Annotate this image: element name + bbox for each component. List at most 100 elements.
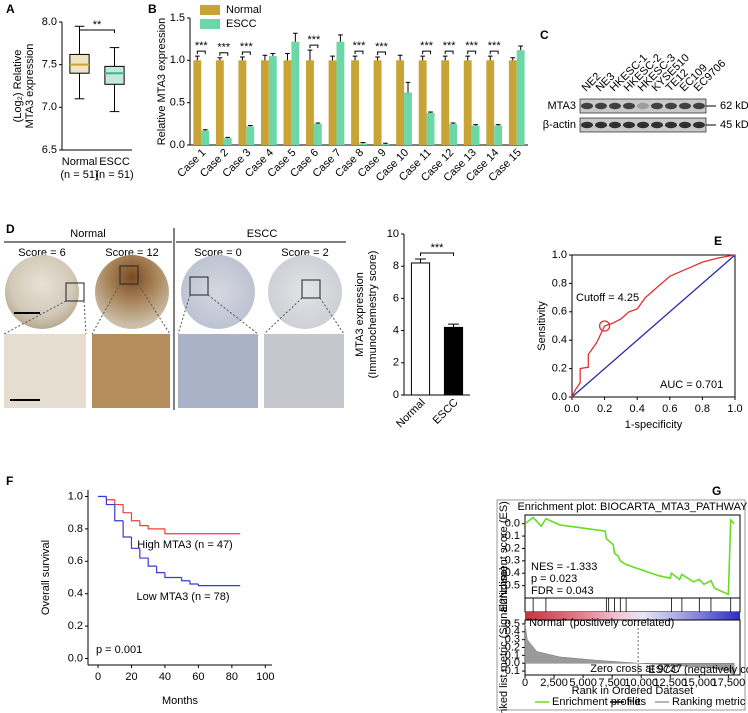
error-bar — [330, 55, 335, 61]
score-label: Score = 0 — [194, 247, 241, 259]
y-tick-label: 4 — [393, 325, 399, 337]
bar — [201, 130, 210, 145]
legend-label: ESCC — [226, 18, 257, 30]
y-tick-label: 10 — [387, 228, 399, 240]
legend-label: Normal — [226, 4, 261, 16]
y-tick-label: 0.2 — [552, 363, 567, 375]
significance-bracket — [489, 50, 499, 55]
x-axis-label: Rank in Ordered Dataset — [572, 685, 694, 697]
y-axis-label: MTA3 expression — [354, 272, 366, 357]
y-tick-label: 0.0 — [552, 391, 567, 403]
bar — [443, 326, 464, 396]
survival-step — [114, 499, 124, 506]
bar — [418, 60, 427, 146]
y-tick-label: 6.5 — [42, 144, 57, 156]
significance-bracket — [377, 51, 386, 55]
error-bar — [495, 124, 501, 126]
bar — [328, 60, 337, 146]
x-tick-label: 7,500 — [598, 677, 626, 689]
bar — [410, 262, 431, 396]
significance-label: *** — [431, 242, 445, 254]
bar — [291, 41, 300, 145]
y-tick-label: 1.0 — [68, 490, 83, 502]
zoom-box — [189, 276, 209, 296]
x-tick-note: (n = 51) — [60, 169, 98, 181]
y-axis-label: (Log₂) Relative — [12, 50, 24, 123]
hits-frame — [524, 597, 741, 613]
bar — [215, 60, 224, 146]
y-tick-label: 0.4 — [505, 626, 520, 638]
x-tick-label: 0 — [522, 677, 528, 689]
x-tick-label: 0.4 — [630, 403, 645, 415]
significance-label: *** — [465, 40, 479, 52]
enrichment-profile — [524, 516, 735, 596]
survival-step — [122, 520, 132, 538]
y-tick-label: -0.1 — [501, 530, 520, 542]
bar — [426, 112, 435, 145]
x-tick-label: 0 — [95, 671, 101, 683]
y-tick-label: 0.5 — [170, 97, 185, 109]
group-label: ESCC — [247, 228, 278, 240]
error-bar — [315, 122, 321, 124]
bar — [313, 123, 322, 145]
tissue-core — [268, 255, 342, 329]
blot-band — [595, 121, 607, 129]
panel-label: D — [6, 222, 15, 236]
y-axis-label: Relative MTA3 expression — [156, 18, 168, 146]
significance-label: *** — [375, 41, 389, 53]
annotation: p = 0.001 — [96, 644, 142, 656]
y-tick-label: 1.0 — [170, 54, 185, 66]
y-tick-label: 0.4 — [68, 588, 83, 600]
box — [104, 65, 125, 85]
blot-band — [581, 121, 593, 129]
y-tick-label: 0.8 — [552, 277, 567, 289]
significance-label: *** — [443, 40, 457, 52]
blot-band — [581, 102, 593, 110]
bar — [260, 60, 269, 146]
bar — [463, 60, 472, 146]
error-bar — [405, 81, 411, 93]
blot-band — [651, 102, 663, 110]
tissue-core — [95, 255, 169, 329]
x-tick-label: 2,500 — [540, 677, 568, 689]
y-axis-label: Ranked list metric (Signal2Noise) — [498, 566, 510, 713]
blot-band — [595, 102, 607, 110]
y-tick-label: 0.1 — [505, 649, 520, 661]
x-tick-label: 0.6 — [662, 403, 677, 415]
blot-band — [637, 121, 649, 129]
x-tick-note: (n = 51) — [95, 169, 133, 181]
y-tick-label: -0.5 — [501, 580, 520, 592]
survival-step — [139, 520, 149, 527]
blot-band — [693, 121, 705, 129]
bar — [381, 144, 390, 145]
zoom-image — [178, 334, 258, 408]
error-bar — [240, 56, 245, 61]
survival-step — [105, 496, 115, 506]
cutoff-marker — [598, 320, 611, 332]
y-tick-label: 0.0 — [505, 657, 520, 669]
survival-step — [130, 512, 140, 522]
x-tick-label: 1.0 — [727, 403, 742, 415]
bar — [449, 123, 458, 145]
error-bar — [338, 34, 343, 42]
blot-size-label: 62 kDa — [720, 100, 748, 112]
legend-label: Enrichment profile — [552, 696, 641, 708]
error-bar — [217, 57, 223, 61]
significance-bracket — [219, 52, 229, 56]
x-tick-label: Normal — [62, 156, 97, 168]
y-axis-label: MTA3 expression — [24, 44, 36, 129]
significance-label: *** — [488, 40, 502, 52]
x-tick-label: 0.0 — [564, 403, 579, 415]
error-bar — [510, 57, 516, 61]
x-tick-label: 40 — [159, 671, 171, 683]
error-bar — [448, 323, 459, 328]
y-tick-label: 1.0 — [552, 249, 567, 261]
x-tick-label: 100 — [256, 671, 274, 683]
panel-label: B — [148, 2, 157, 16]
bar — [396, 60, 405, 146]
survival-step — [164, 528, 182, 535]
x-tick-label: 0.8 — [695, 403, 710, 415]
error-bar — [473, 124, 478, 126]
error-bar — [247, 125, 253, 127]
blot-row-label: β-actin — [543, 119, 576, 131]
